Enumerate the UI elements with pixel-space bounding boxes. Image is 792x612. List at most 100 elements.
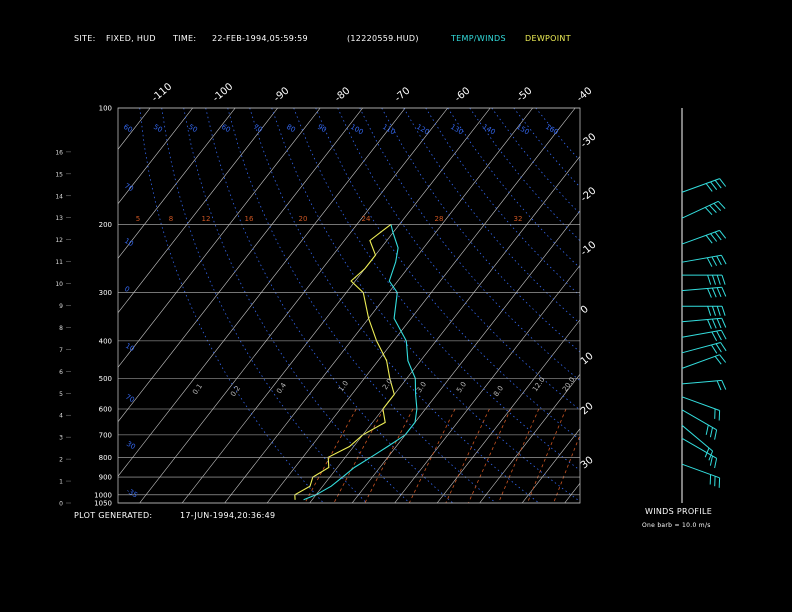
dry-adiabat: [249, 108, 540, 503]
dry-adiabat-label: 0: [123, 285, 131, 294]
site-value: FIXED, HUD: [106, 34, 156, 43]
legend-temp-winds: TEMP/WINDS: [451, 34, 506, 43]
height-tick-label: 9: [59, 303, 63, 310]
wind-barb-flag: [721, 274, 726, 285]
plot-area: [0, 108, 792, 503]
wind-barb-staff: [681, 286, 722, 292]
dry-adiabat-label: -35: [125, 487, 139, 500]
dry-adiabat: [359, 108, 580, 382]
mixing-ratio-line: [408, 408, 456, 503]
height-tick-label: 12: [55, 237, 63, 244]
isotherm-top-label: -90: [272, 85, 292, 104]
isotherm-top-label: -80: [333, 85, 353, 104]
dry-adiabat: [381, 108, 580, 353]
height-tick-label: 11: [55, 259, 63, 266]
isotherm-line: [118, 108, 278, 314]
isotherm-line: [436, 319, 580, 503]
dry-adiabat: [315, 108, 580, 441]
wind-barb-flag: [704, 206, 713, 216]
wind-barb-flag: [714, 231, 722, 241]
dry-adiabat: [491, 108, 580, 215]
wind-barb-flag: [707, 306, 712, 316]
isotherm-line: [118, 108, 406, 477]
dry-adiabat: [293, 108, 580, 471]
time-label: TIME:: [173, 34, 197, 43]
wind-barb: [681, 379, 727, 391]
temperature-trace: [303, 224, 418, 501]
dry-adiabat: [403, 108, 580, 324]
isotherm-line: [118, 108, 236, 259]
mixing-ratio-label: 24: [362, 215, 371, 223]
wind-barb-flag: [720, 254, 727, 265]
wind-barb-staff: [681, 178, 720, 193]
wind-barb-flag: [714, 458, 718, 469]
mixing-ratio-label: 5: [136, 215, 140, 223]
isobar-label: 200: [99, 221, 112, 229]
wind-barb: [681, 229, 727, 245]
isotherm-top-label: -50: [515, 85, 535, 104]
isotherm-line: [0, 108, 108, 503]
wind-barb-staff: [681, 342, 721, 354]
dry-adiabat-label: 120: [415, 123, 431, 137]
wind-barb-staff: [681, 254, 722, 263]
isotherm-top-label: -60: [453, 85, 473, 104]
mixing-ratio-line: [364, 408, 414, 503]
mixing-ratio-label: 16: [245, 215, 254, 223]
height-tick-label: 16: [55, 149, 63, 156]
dry-adiabat-label: 70: [123, 182, 135, 193]
wind-barb-staff: [681, 329, 722, 338]
height-tick-label: 10: [55, 281, 63, 288]
isobar-label: 1000: [94, 491, 112, 499]
isotherm-line: [735, 108, 792, 503]
wind-barb-flag: [719, 178, 727, 187]
mixing-ratio-value-label: 0.4: [275, 381, 288, 395]
wind-barb-flag: [711, 318, 717, 329]
isotherm-line: [118, 108, 193, 205]
dry-adiabat-label: 50: [187, 123, 199, 134]
isotherm-right-label: 0: [579, 304, 591, 317]
wind-barb-flag: [721, 380, 727, 390]
wind-barb-flag: [707, 274, 712, 285]
isobar-label: 600: [99, 405, 112, 413]
wind-barb-flag: [709, 204, 717, 213]
mixing-ratio-value-label: 0.2: [229, 384, 242, 398]
wind-barb-flag: [710, 344, 718, 354]
dry-adiabat-label: 30: [125, 440, 137, 451]
isobar-label: 1050: [94, 500, 112, 508]
mixing-ratio-label: 20: [299, 215, 308, 223]
dry-adiabat-label: 90: [316, 123, 328, 134]
dry-adiabat: [513, 108, 580, 188]
wind-barb-staff: [681, 317, 722, 323]
mixing-ratio-value-label: 3.0: [415, 380, 428, 394]
wind-barb-staff: [681, 409, 717, 431]
height-tick-label: 14: [55, 193, 63, 200]
isotherm-line: [224, 108, 533, 503]
wind-barb-flag: [710, 233, 718, 242]
isotherm-top-label: -100: [211, 81, 235, 104]
isobar-label: 500: [99, 375, 112, 383]
wind-barb-staff: [681, 200, 719, 219]
isotherm-line: [0, 108, 65, 503]
isotherm-line: [266, 108, 576, 503]
wind-barb: [681, 305, 726, 316]
dry-adiabat: [161, 108, 367, 503]
isotherm-line: [118, 108, 321, 368]
mixing-ratio-line: [304, 408, 357, 503]
wind-barb: [681, 254, 727, 267]
height-tick-label: 15: [55, 171, 63, 178]
dry-adiabat: [183, 108, 410, 503]
dry-adiabat-label: 160: [544, 123, 560, 137]
mixing-ratio-line: [527, 408, 567, 503]
legend-dewpoint: DEWPOINT: [525, 34, 571, 43]
wind-barb: [681, 200, 726, 219]
dry-adiabat-label: 60: [122, 123, 134, 134]
isotherm-top-label: -70: [393, 85, 413, 104]
dry-adiabat-label: 100: [349, 123, 365, 137]
wind-barb-staff: [681, 463, 720, 479]
wind-barb-staff: [681, 229, 720, 245]
isotherm-right-label: 20: [579, 401, 596, 418]
wind-barb-flag: [714, 355, 722, 365]
mixing-ratio-label: 8: [169, 215, 173, 223]
wind-barb-staff: [681, 379, 722, 385]
